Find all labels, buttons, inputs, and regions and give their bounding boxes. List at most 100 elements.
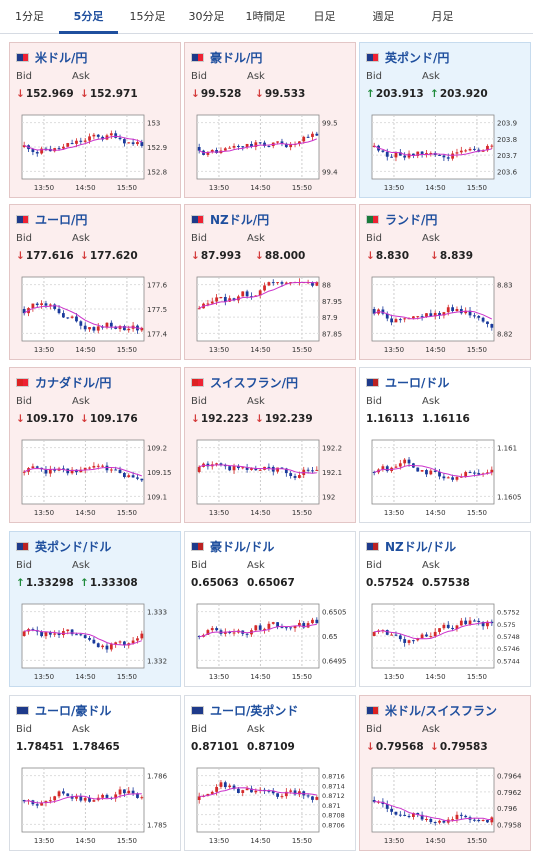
tab-6[interactable]: 週足 bbox=[372, 10, 395, 23]
plot-area bbox=[196, 767, 320, 833]
y-tick-label: 1.785 bbox=[147, 821, 167, 829]
candle bbox=[44, 303, 48, 306]
candle bbox=[372, 472, 376, 473]
tab-7[interactable]: 月足 bbox=[431, 10, 454, 23]
currency-pair[interactable]: 英ポンド/ドル bbox=[35, 539, 112, 554]
tab-2[interactable]: 15分足 bbox=[129, 10, 166, 23]
rate-card[interactable]: ユーロ/豪ドル Bid Ask 1.78451 1.78465 1.786 1.7… bbox=[9, 695, 181, 851]
candlestick-chart[interactable]: 177.6 177.5 177.4 13:50 14:50 15:50 bbox=[18, 273, 178, 355]
candle bbox=[114, 133, 118, 138]
currency-pair[interactable]: 米ドル/スイスフラン bbox=[385, 703, 498, 718]
candlestick-chart[interactable]: 1.161 1.1605 13:50 14:50 15:50 bbox=[368, 436, 528, 518]
candlestick-chart[interactable]: 0.8716 0.8714 0.8712 0.871 0.8708 0.8706 13:50… bbox=[193, 764, 353, 846]
candle bbox=[131, 475, 135, 478]
rate-card[interactable]: 米ドル/円 Bid Ask ↓152.969 ↓152.971 153 152.9… bbox=[9, 42, 181, 198]
tab-0[interactable]: 1分足 bbox=[15, 10, 44, 23]
candle bbox=[114, 469, 118, 471]
rate-card[interactable]: NZドル/ドル Bid Ask 0.57524 0.57538 0.5752 0.… bbox=[359, 531, 531, 687]
candle bbox=[267, 282, 271, 286]
candle bbox=[407, 459, 411, 464]
currency-pair[interactable]: スイスフラン/円 bbox=[210, 375, 299, 390]
y-tick-label: 192.2 bbox=[322, 445, 342, 453]
rate-card[interactable]: ユーロ/ドル Bid Ask 1.16113 1.16116 1.161 1.16… bbox=[359, 367, 531, 523]
currency-pair[interactable]: ランド/円 bbox=[385, 212, 438, 227]
rate-card[interactable]: 英ポンド/ドル Bid Ask ↑1.33298 ↑1.33308 1.333 1… bbox=[9, 531, 181, 687]
candlestick-chart[interactable]: 8.83 8.82 13:50 14:50 15:50 bbox=[368, 273, 528, 355]
rate-card[interactable]: 米ドル/スイスフラン Bid Ask ↓0.79568 ↓0.79583 0.7… bbox=[359, 695, 531, 851]
candle bbox=[232, 785, 236, 789]
rate-card[interactable]: カナダドル/円 Bid Ask ↓109.170 ↓109.176 109.2 1… bbox=[9, 367, 181, 523]
y-tick-label: 109.15 bbox=[147, 469, 172, 477]
currency-pair[interactable]: NZドル/円 bbox=[210, 212, 270, 227]
rate-card[interactable]: ユーロ/英ポンド Bid Ask 0.87101 0.87109 0.8716 0… bbox=[184, 695, 356, 851]
candle bbox=[197, 147, 201, 151]
card-header: 英ポンド/円 bbox=[366, 49, 449, 65]
candlestick-chart[interactable]: 203.9 203.8 203.7 203.6 13:50 14:50 15:50 bbox=[368, 111, 528, 193]
candle bbox=[433, 822, 437, 824]
candle bbox=[451, 819, 455, 821]
candle bbox=[481, 819, 485, 821]
candlestick-chart[interactable]: 109.2 109.15 109.1 13:50 14:50 15:50 bbox=[18, 436, 178, 518]
currency-pair[interactable]: 米ドル/円 bbox=[35, 50, 88, 65]
ask-label: Ask bbox=[247, 396, 265, 407]
tab-3[interactable]: 30分足 bbox=[188, 10, 225, 23]
card-header: NZドル/ドル bbox=[366, 538, 456, 554]
candle bbox=[109, 322, 113, 327]
rate-card[interactable]: スイスフラン/円 Bid Ask ↓192.223 ↓192.239 192.2… bbox=[184, 367, 356, 523]
currency-pair[interactable]: 豪ドル/円 bbox=[210, 50, 263, 65]
bid-price: ↑1.33298 bbox=[16, 577, 74, 589]
currency-pair[interactable]: カナダドル/円 bbox=[35, 375, 112, 390]
candlestick-chart[interactable]: 0.7964 0.7962 0.796 0.7958 13:50 14:50 15:50 bbox=[368, 764, 528, 846]
candle bbox=[136, 793, 139, 798]
tab-4[interactable]: 1時間足 bbox=[245, 10, 286, 23]
candlestick-chart[interactable]: 192.2 192.1 192 13:50 14:50 15:50 bbox=[193, 436, 353, 518]
candle bbox=[127, 475, 131, 478]
currency-pair[interactable]: 英ポンド/円 bbox=[385, 50, 450, 65]
y-tick-label: 0.8706 bbox=[322, 821, 345, 829]
candle bbox=[140, 633, 144, 639]
candle bbox=[79, 469, 83, 473]
candlestick-chart[interactable]: 1.333 1.332 13:50 14:50 15:50 bbox=[18, 600, 178, 682]
rate-card[interactable]: 英ポンド/円 Bid Ask ↑203.913 ↑203.920 203.9 20… bbox=[359, 42, 531, 198]
candle bbox=[429, 153, 433, 155]
rate-card[interactable]: NZドル/円 Bid Ask ↓87.993 ↓88.000 88 87.95 87… bbox=[184, 204, 356, 360]
rate-card[interactable]: ランド/円 Bid Ask ↓8.830 ↓8.839 8.83 8.82 13:5… bbox=[359, 204, 531, 360]
candle bbox=[472, 620, 476, 622]
rate-card[interactable]: 豪ドル/ドル Bid Ask 0.65063 0.65067 0.6505 0.6… bbox=[184, 531, 356, 687]
candle bbox=[236, 788, 240, 793]
candle bbox=[381, 150, 385, 152]
candle bbox=[70, 316, 74, 318]
card-header: スイスフラン/円 bbox=[191, 374, 298, 390]
candle bbox=[302, 622, 306, 628]
candle bbox=[83, 467, 87, 470]
tab-5[interactable]: 日足 bbox=[313, 10, 336, 23]
flag-icon bbox=[191, 705, 204, 715]
candle bbox=[96, 643, 100, 648]
currency-pair[interactable]: NZドル/ドル bbox=[385, 539, 457, 554]
currency-pair[interactable]: ユーロ/円 bbox=[35, 212, 88, 227]
y-tick-label: 88 bbox=[322, 282, 331, 290]
rate-card[interactable]: 豪ドル/円 Bid Ask ↓99.528 ↓99.533 99.5 99.4 13… bbox=[184, 42, 356, 198]
candlestick-chart[interactable]: 0.6505 0.65 0.6495 13:50 14:50 15:50 bbox=[193, 600, 353, 682]
candle bbox=[442, 624, 446, 629]
ask-label: Ask bbox=[422, 724, 440, 735]
candle bbox=[48, 800, 52, 802]
candlestick-chart[interactable]: 88 87.95 87.9 87.85 13:50 14:50 15:50 bbox=[193, 273, 353, 355]
currency-pair[interactable]: 豪ドル/ドル bbox=[210, 539, 275, 554]
candlestick-chart[interactable]: 1.786 1.785 13:50 14:50 15:50 bbox=[18, 764, 178, 846]
currency-pair[interactable]: ユーロ/豪ドル bbox=[35, 703, 112, 718]
candle bbox=[219, 782, 223, 787]
candlestick-chart[interactable]: 0.5752 0.575 0.5748 0.5746 0.5744 13:50 14:50 1… bbox=[368, 600, 528, 682]
chart-svg: 1.333 1.332 13:50 14:50 15:50 bbox=[21, 603, 167, 681]
candlestick-chart[interactable]: 99.5 99.4 13:50 14:50 15:50 bbox=[193, 111, 353, 193]
candle bbox=[263, 628, 266, 630]
currency-pair[interactable]: ユーロ/ドル bbox=[385, 375, 450, 390]
rate-card[interactable]: ユーロ/円 Bid Ask ↓177.616 ↓177.620 177.6 177… bbox=[9, 204, 181, 360]
candle bbox=[420, 151, 424, 155]
candlestick-chart[interactable]: 153 152.9 152.8 13:50 14:50 15:50 bbox=[18, 111, 178, 193]
tab-1[interactable]: 5分足 bbox=[59, 0, 118, 34]
candle bbox=[35, 466, 39, 468]
candle bbox=[403, 814, 407, 816]
bid-label: Bid bbox=[16, 396, 32, 407]
currency-pair[interactable]: ユーロ/英ポンド bbox=[210, 703, 299, 718]
